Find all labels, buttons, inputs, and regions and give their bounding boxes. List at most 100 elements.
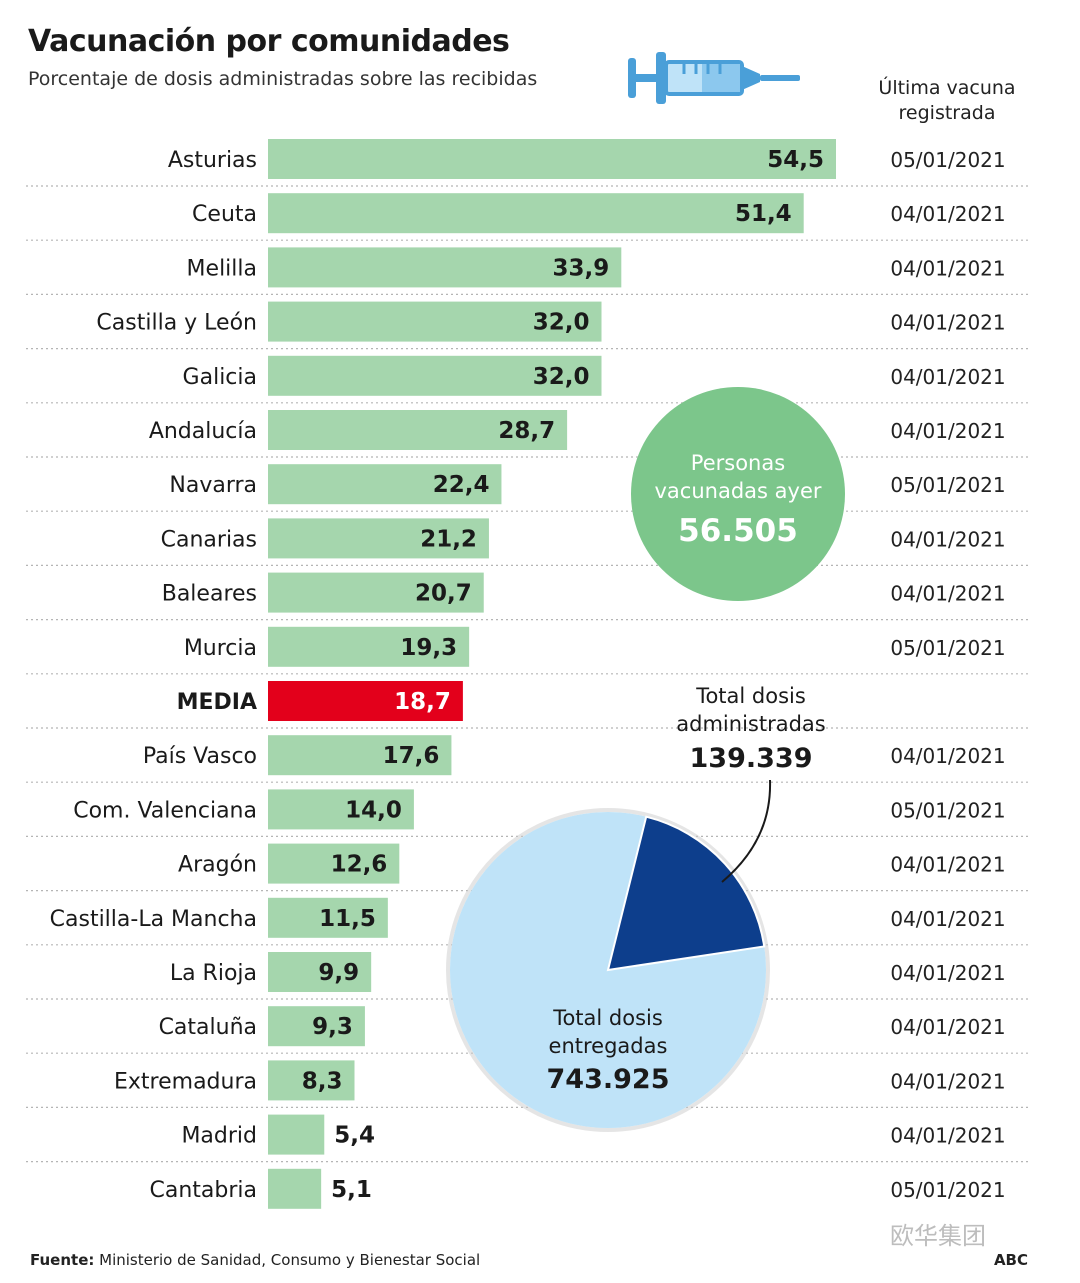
- chart-title: Vacunación por comunidades: [28, 24, 510, 59]
- category-label: Galicia: [183, 365, 257, 390]
- date-column-header: Última vacuna registrada: [878, 77, 1016, 124]
- date-label: 04/01/2021: [890, 311, 1005, 335]
- date-label: 05/01/2021: [890, 636, 1005, 660]
- bar: [268, 789, 414, 830]
- bar: [268, 897, 388, 938]
- bar: [268, 1006, 365, 1047]
- bar: [268, 247, 622, 288]
- value-label: 5,1: [331, 1177, 372, 1203]
- category-label: Aragón: [178, 853, 257, 878]
- bubble-label-line1: Personas: [691, 451, 785, 475]
- value-label: 14,0: [345, 797, 402, 823]
- value-label: 9,9: [318, 960, 359, 986]
- bar: [268, 518, 489, 559]
- bar: [268, 410, 568, 450]
- date-label: 05/01/2021: [890, 1178, 1005, 1202]
- date-label: 04/01/2021: [890, 961, 1005, 985]
- date-label: 04/01/2021: [890, 744, 1005, 768]
- syringe-icon: [628, 52, 800, 104]
- value-label: 12,6: [331, 852, 388, 878]
- date-label: 05/01/2021: [890, 148, 1005, 172]
- date-label: 04/01/2021: [890, 256, 1005, 280]
- chart-subtitle: Porcentaje de dosis administradas sobre …: [28, 68, 538, 90]
- bar: [268, 572, 484, 613]
- date-label: 04/01/2021: [890, 907, 1005, 931]
- category-label: La Rioja: [170, 961, 257, 986]
- value-label: 11,5: [319, 906, 376, 932]
- bar: [268, 1114, 325, 1155]
- value-label: 33,9: [553, 255, 610, 281]
- date-label: 04/01/2021: [890, 202, 1005, 226]
- bar: [268, 1060, 355, 1101]
- date-label: 04/01/2021: [890, 365, 1005, 389]
- date-label: 04/01/2021: [890, 582, 1005, 606]
- bar: [268, 464, 502, 505]
- date-label: 04/01/2021: [890, 1015, 1005, 1039]
- category-label: Madrid: [181, 1124, 257, 1149]
- pie-shadow: [446, 808, 770, 1132]
- value-label: 32,0: [533, 364, 590, 390]
- bar: [268, 355, 602, 396]
- date-label: 05/01/2021: [890, 798, 1005, 822]
- pie-delivered-line1: Total dosis: [552, 1006, 663, 1030]
- pie-administered-line2: administradas: [676, 712, 825, 736]
- pie-slice-administered: [606, 815, 766, 972]
- value-label: 54,5: [767, 147, 824, 173]
- bar: [268, 139, 836, 179]
- date-label: 04/01/2021: [890, 1124, 1005, 1148]
- bubble-circle: [631, 387, 845, 601]
- category-label: Extremadura: [114, 1069, 257, 1094]
- bubble-label-line2: vacunadas ayer: [655, 479, 822, 503]
- pie-administered-value: 139.339: [690, 743, 813, 774]
- date-label: 04/01/2021: [890, 419, 1005, 443]
- pie-administered-line1: Total dosis: [695, 684, 806, 708]
- pie-leader-line: [721, 779, 772, 883]
- category-label: Andalucía: [149, 419, 257, 444]
- source-text: Ministerio de Sanidad, Consumo y Bienest…: [94, 1251, 481, 1269]
- value-label: 8,3: [302, 1068, 343, 1094]
- category-label: Cataluña: [159, 1015, 257, 1040]
- value-label: 19,3: [400, 635, 457, 661]
- source-note: Fuente: Ministerio de Sanidad, Consumo y…: [30, 1251, 480, 1269]
- category-label: MEDIA: [177, 690, 257, 715]
- bar: [268, 626, 470, 667]
- bar: [268, 301, 602, 342]
- value-label: 22,4: [433, 472, 490, 498]
- date-label: 04/01/2021: [890, 1069, 1005, 1093]
- category-label: Ceuta: [192, 202, 257, 227]
- category-label: Canarias: [161, 527, 257, 552]
- watermark: 欧华集团: [890, 1222, 986, 1250]
- date-label: 04/01/2021: [890, 853, 1005, 877]
- bar: [268, 952, 372, 992]
- category-label: Navarra: [169, 473, 257, 498]
- credit-label: ABC: [993, 1251, 1028, 1269]
- category-label: Castilla-La Mancha: [50, 907, 257, 932]
- category-label: Castilla y León: [96, 311, 257, 336]
- category-label: Melilla: [187, 256, 257, 281]
- category-label: País Vasco: [143, 744, 257, 769]
- value-label: 20,7: [415, 581, 472, 607]
- bar: [268, 1168, 322, 1209]
- value-label: 17,6: [383, 743, 440, 769]
- value-label: 32,0: [533, 310, 590, 336]
- bar: [268, 735, 452, 776]
- value-label: 18,7: [394, 689, 451, 715]
- category-label: Cantabria: [150, 1178, 258, 1203]
- category-label: Murcia: [184, 636, 257, 661]
- value-label: 5,4: [334, 1123, 375, 1149]
- source-label: Fuente:: [30, 1251, 95, 1269]
- bar: [268, 193, 804, 234]
- pie-delivered-value: 743.925: [547, 1064, 670, 1095]
- date-label: 04/01/2021: [890, 527, 1005, 551]
- date-label: 05/01/2021: [890, 473, 1005, 497]
- value-label: 28,7: [498, 418, 555, 444]
- bubble-value: 56.505: [678, 513, 798, 549]
- value-label: 51,4: [735, 201, 792, 227]
- pie-delivered-line2: entregadas: [549, 1034, 668, 1058]
- value-label: 9,3: [312, 1014, 353, 1040]
- bar: [268, 843, 400, 884]
- average-bar: [268, 681, 463, 721]
- category-label: Baleares: [162, 582, 257, 607]
